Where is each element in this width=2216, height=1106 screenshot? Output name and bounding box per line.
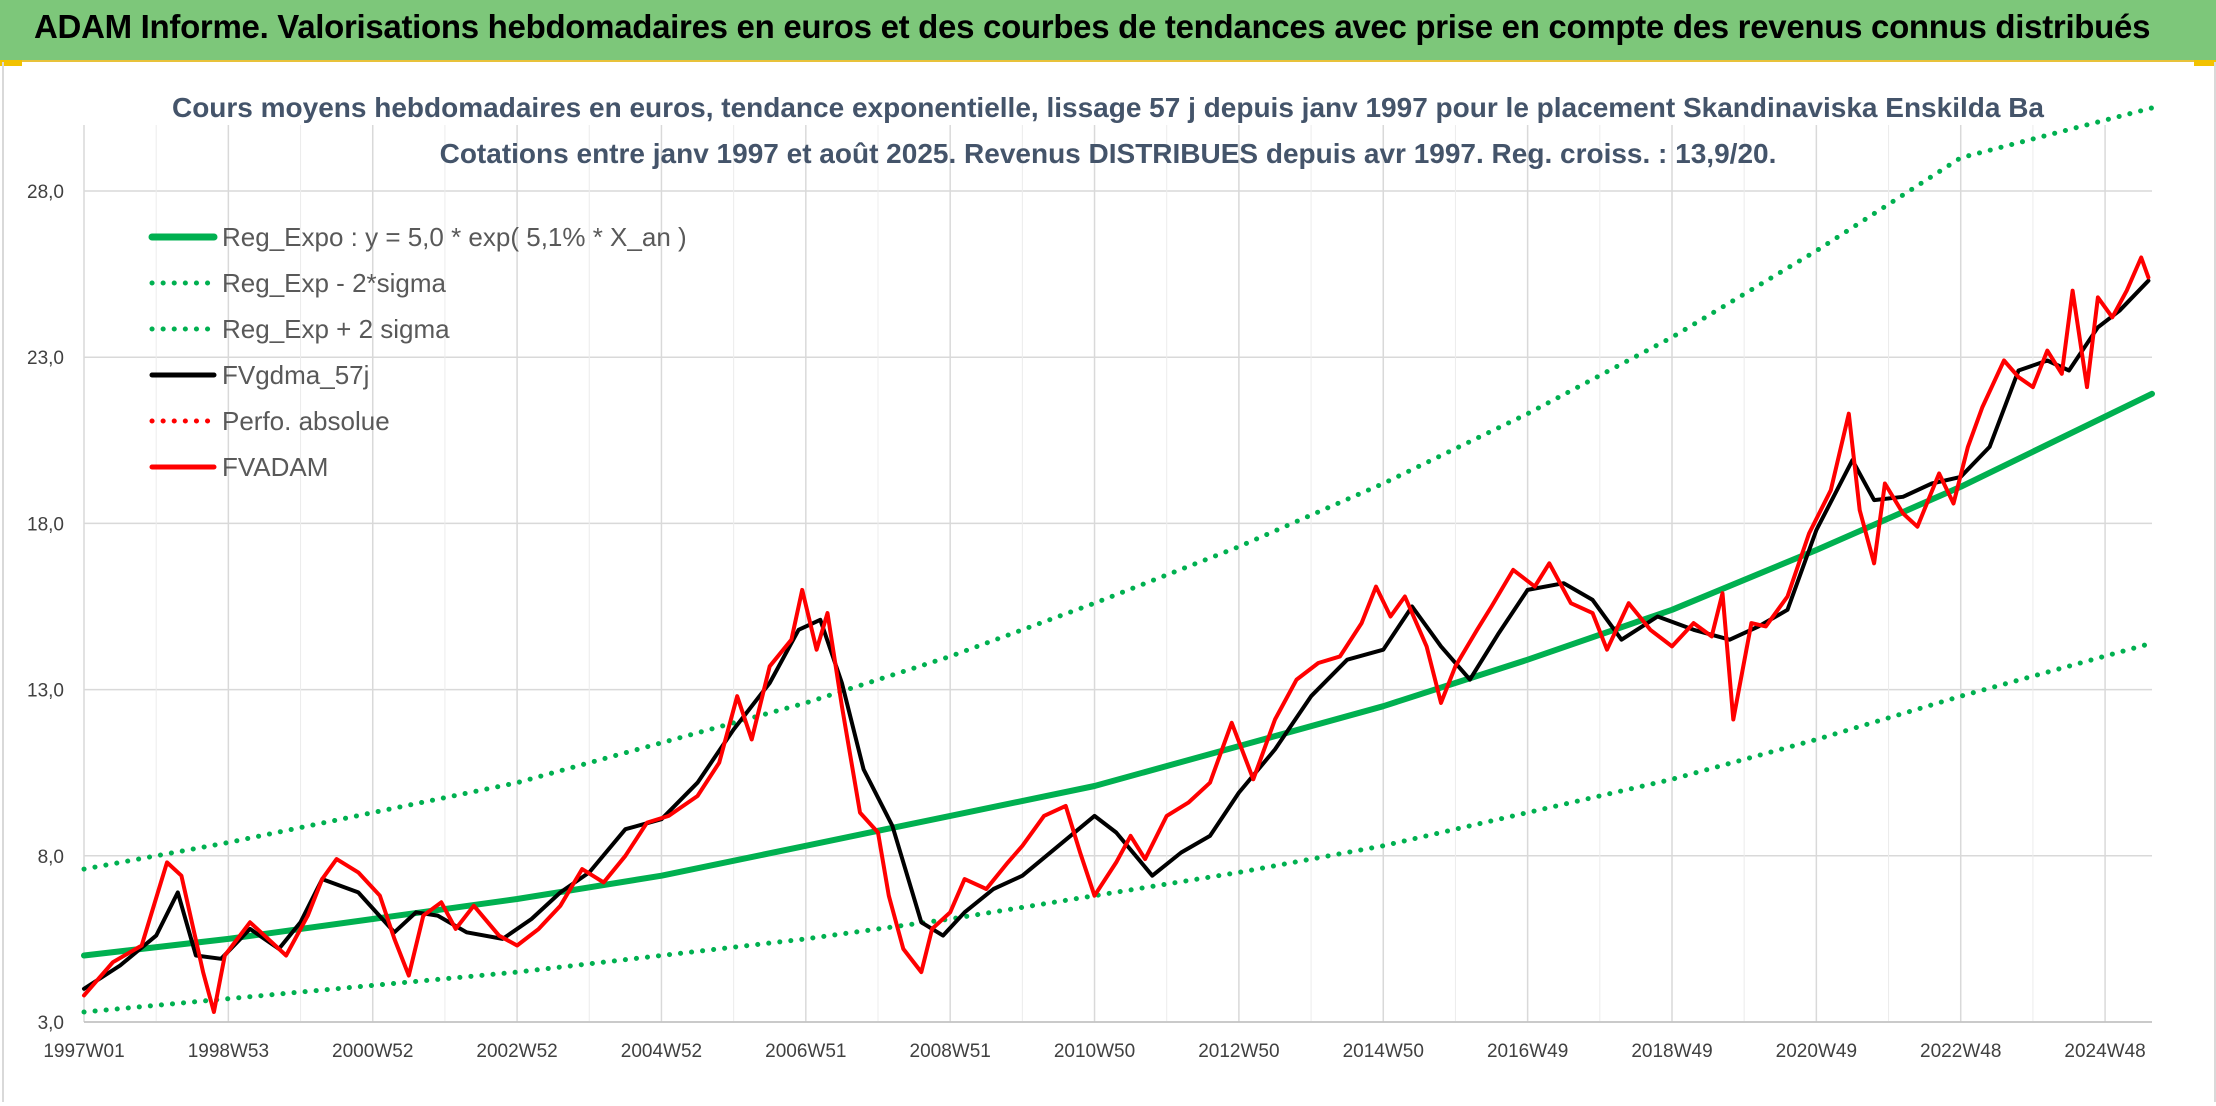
x-tick-label: 2016W49	[1487, 1041, 1568, 1062]
x-tick-label: 2018W49	[1631, 1041, 1712, 1062]
corner-mark-right	[2194, 60, 2216, 66]
price-line	[82, 255, 2151, 1014]
x-tick-label: 2000W52	[332, 1041, 413, 1062]
axis-labels: 3,0 8,0 13,0 18,0 23,0 28,0 1997W01 1998W53 2000…	[27, 182, 2146, 1062]
legend-label: Reg_Expo : y = 5,0 * exp( 5,1% * X_an )	[222, 222, 687, 252]
corner-mark-left	[0, 60, 22, 66]
x-tick-label: 2020W49	[1776, 1041, 1857, 1062]
y-tick-label: 28,0	[27, 182, 64, 203]
x-tick-label: 1997W01	[43, 1041, 124, 1062]
x-tick-label: 2008W51	[910, 1041, 991, 1062]
header-banner: ADAM Informe. Valorisations hebdomadaire…	[0, 0, 2216, 62]
x-tick-label: 2014W50	[1343, 1041, 1424, 1062]
x-tick-label: 2012W50	[1198, 1041, 1279, 1062]
x-tick-label: 2022W48	[1920, 1041, 2001, 1062]
x-tick-label: 2024W48	[2064, 1041, 2145, 1062]
legend-label: Reg_Exp - 2*sigma	[222, 268, 447, 298]
x-tick-label: 2010W50	[1054, 1041, 1135, 1062]
legend: Reg_Expo : y = 5,0 * exp( 5,1% * X_an ) R…	[148, 222, 687, 482]
y-tick-label: 8,0	[38, 847, 64, 868]
x-tick-label: 2004W52	[621, 1041, 702, 1062]
lower-band-line	[81, 640, 2155, 1015]
x-tick-label: 2006W51	[765, 1041, 846, 1062]
upper-band-line	[81, 105, 2155, 872]
series-layer	[81, 105, 2155, 1015]
legend-label: Perfo. absolue	[222, 406, 390, 436]
y-tick-label: 3,0	[38, 1013, 64, 1034]
x-tick-label: 1998W53	[188, 1041, 269, 1062]
legend-label: FVgdma_57j	[222, 360, 369, 390]
legend-label: Reg_Exp + 2 sigma	[222, 314, 450, 344]
x-tick-label: 2002W52	[476, 1041, 557, 1062]
y-tick-label: 18,0	[27, 514, 64, 535]
chart-subtitle: Cotations entre janv 1997 et août 2025. …	[439, 138, 1777, 169]
report-title: ADAM Informe. Valorisations hebdomadaire…	[34, 8, 2151, 45]
grid-lines	[83, 125, 2152, 1023]
chart-title: Cours moyens hebdomadaires en euros, ten…	[171, 92, 2045, 123]
chart-frame	[2, 62, 2216, 1102]
y-tick-label: 13,0	[27, 681, 64, 702]
y-tick-label: 23,0	[27, 348, 64, 369]
smoothed-line	[82, 278, 2151, 991]
legend-label: FVADAM	[222, 452, 328, 482]
